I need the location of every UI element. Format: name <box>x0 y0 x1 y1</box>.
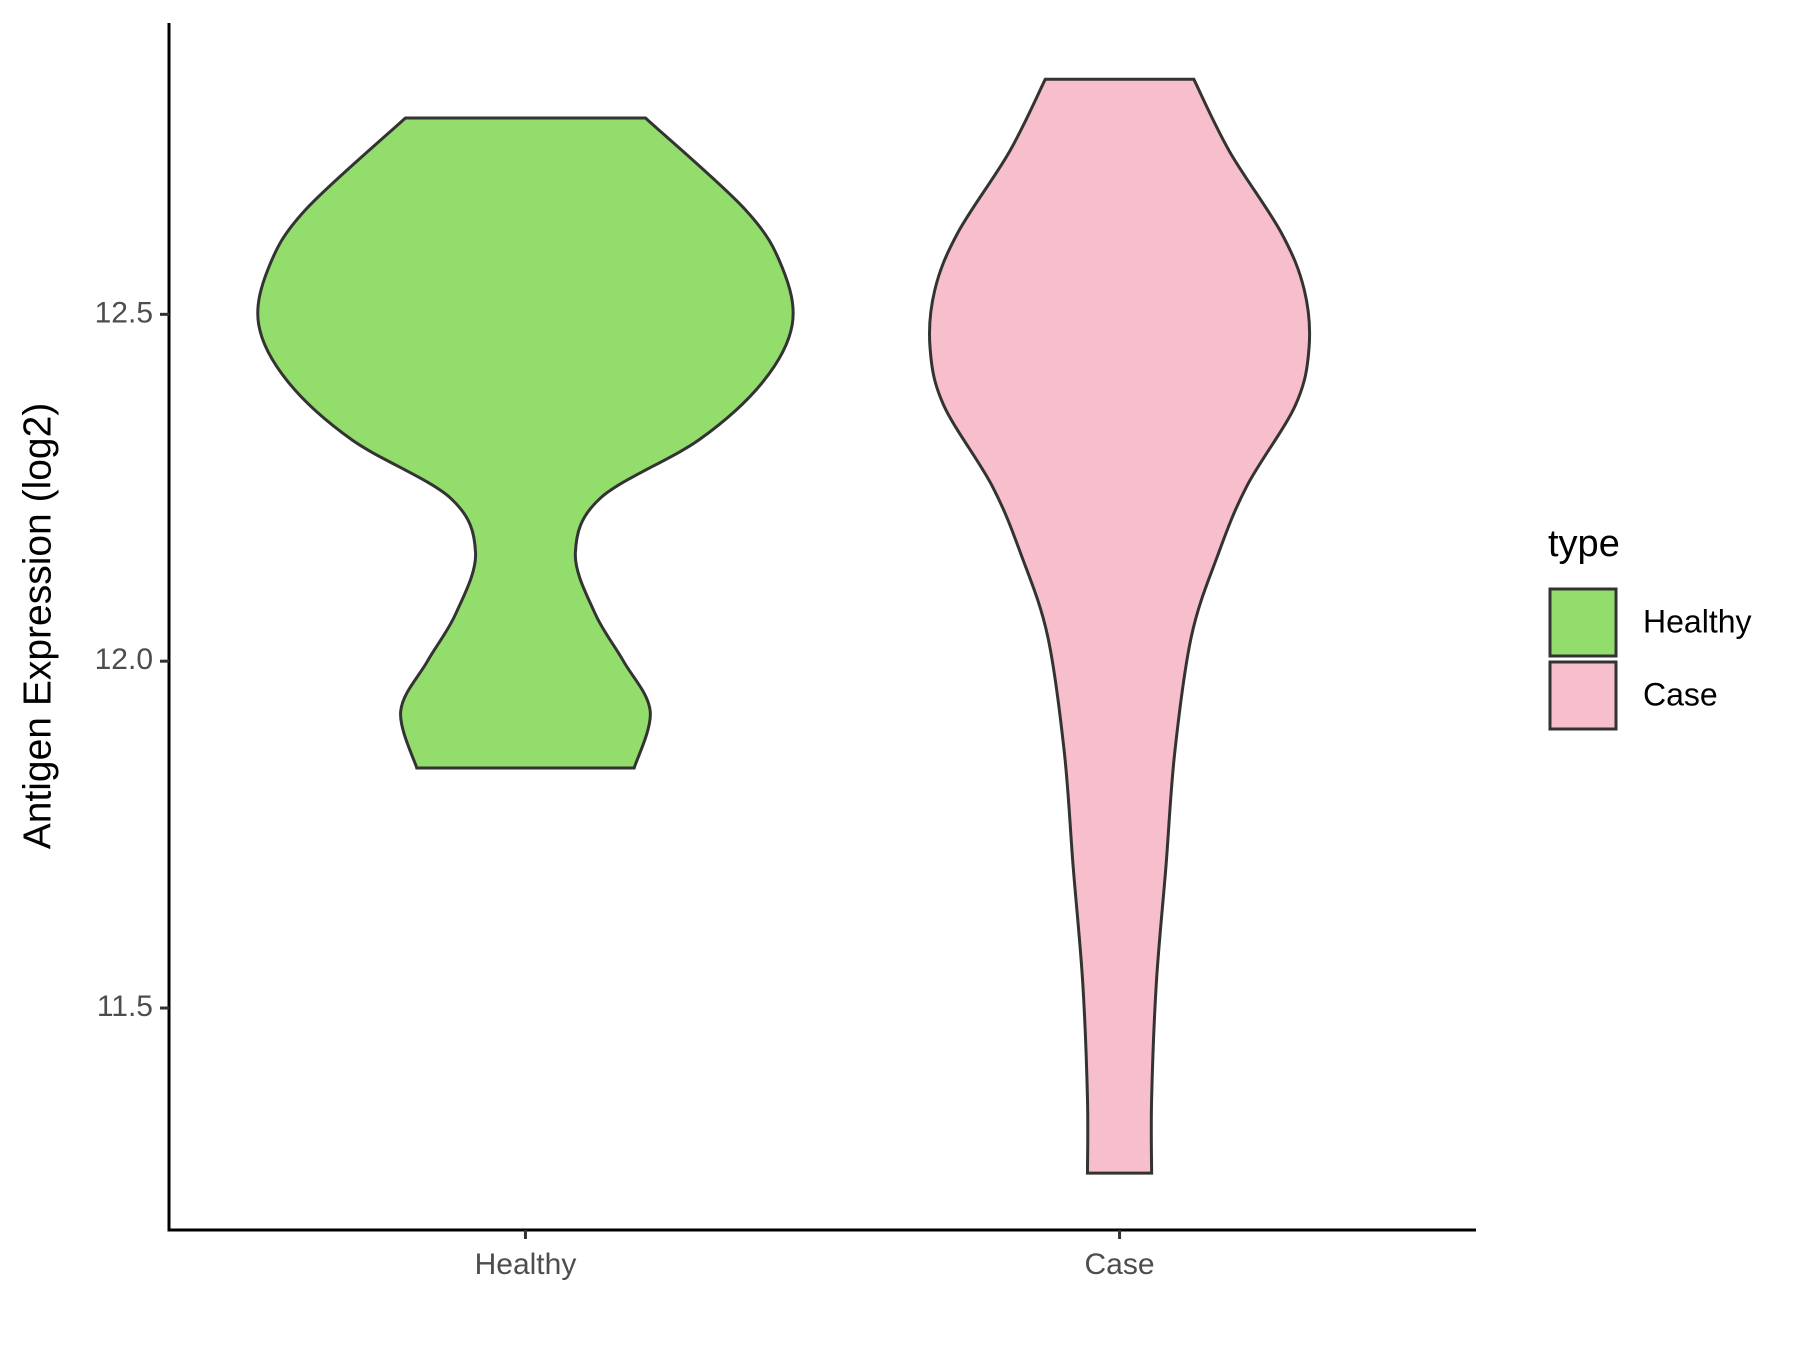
y-axis-title: Antigen Expression (log2) <box>16 403 59 850</box>
legend-key <box>1548 587 1618 658</box>
violin <box>256 116 795 770</box>
y-tick-label: 12.0 <box>95 643 153 676</box>
y-tick-label: 12.5 <box>95 296 153 329</box>
violin <box>927 77 1312 1175</box>
legend-label: Case <box>1643 676 1718 712</box>
x-tick-label: Healthy <box>475 1248 577 1281</box>
legend-label: Healthy <box>1643 603 1752 639</box>
y-tick-label: 11.5 <box>97 990 153 1023</box>
x-tick-label: Case <box>1085 1248 1155 1281</box>
legend-key <box>1548 660 1618 731</box>
legend-title: type <box>1548 523 1620 565</box>
